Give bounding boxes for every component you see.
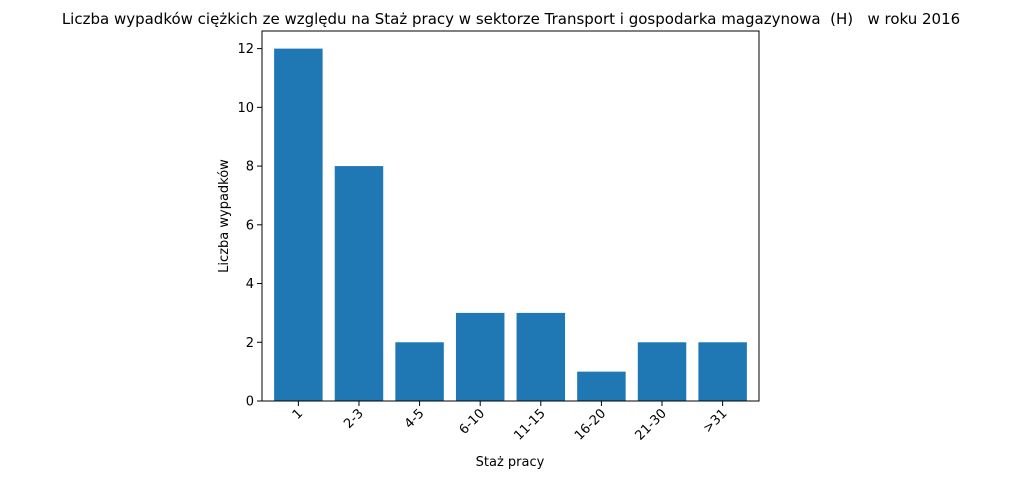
bars (274, 48, 747, 401)
x-axis-ticks: 1 2-3 4-5 6-10 11-15 16-20 21-30 >31 (290, 401, 730, 444)
x-tick-label: 21-30 (633, 406, 670, 443)
y-axis-ticks: 0 2 4 6 8 10 12 (237, 42, 262, 410)
x-tick-label: 1 (290, 406, 306, 422)
y-tick-label: 10 (237, 101, 254, 116)
x-tick-label: 4-5 (402, 406, 428, 432)
bar-16-20 (577, 371, 626, 401)
plot-frame (261, 30, 760, 402)
y-tick-label: 6 (246, 218, 254, 233)
bar-6-10 (455, 312, 505, 401)
y-tick-label: 4 (246, 277, 254, 292)
bar-21-30 (637, 342, 687, 401)
bar->31 (698, 342, 747, 401)
x-axis-label: Staż pracy (476, 455, 545, 470)
bar-11-15 (516, 312, 566, 401)
x-tick-label: 2-3 (341, 406, 367, 432)
y-tick-label: 0 (246, 395, 254, 410)
bar-1 (274, 48, 323, 401)
x-tick-label: 6-10 (457, 406, 488, 437)
bar-2-3 (334, 166, 384, 401)
x-tick-label: 11-15 (511, 406, 548, 443)
x-tick-label: 16-20 (572, 406, 609, 443)
chart-title: Liczba wypadków ciężkich ze względu na S… (62, 10, 960, 28)
bar-4-5 (395, 342, 444, 401)
y-tick-label: 2 (246, 336, 254, 351)
y-tick-label: 12 (237, 42, 254, 57)
y-axis-label: Liczba wypadków (217, 159, 232, 273)
x-tick-label: >31 (700, 406, 730, 436)
y-tick-label: 8 (246, 160, 254, 175)
